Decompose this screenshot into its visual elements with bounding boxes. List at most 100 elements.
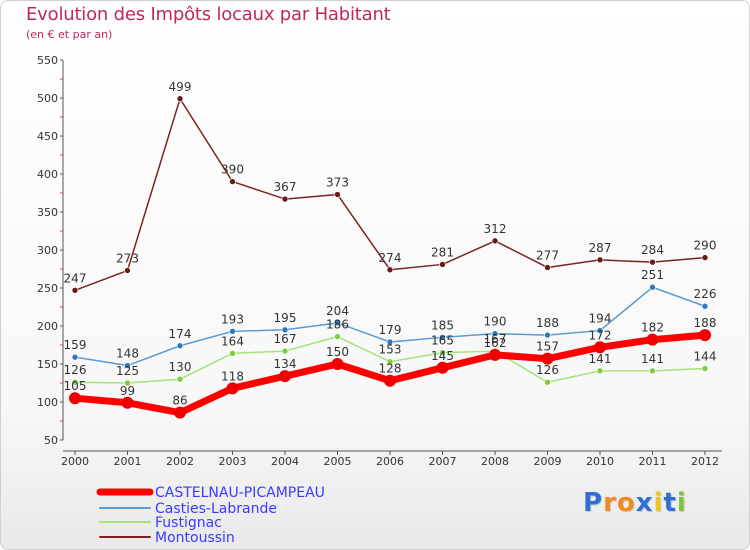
x-tick-label: 2000 bbox=[61, 455, 89, 468]
data-label-montoussin: 367 bbox=[274, 180, 297, 194]
x-tick-label: 2005 bbox=[324, 455, 352, 468]
data-point-montoussin bbox=[386, 266, 394, 274]
x-tick-label: 2009 bbox=[534, 455, 562, 468]
data-point-fustignac bbox=[649, 367, 656, 375]
logo-letter: o bbox=[616, 488, 636, 518]
data-label-montoussin: 312 bbox=[484, 222, 507, 236]
data-point-castelnau-picampeau bbox=[699, 329, 711, 342]
x-tick-label: 2003 bbox=[219, 455, 247, 468]
logo-letter: i bbox=[653, 488, 664, 518]
data-point-casties-labrande bbox=[281, 326, 289, 334]
data-label-casties-labrande: 190 bbox=[484, 315, 507, 329]
data-point-montoussin bbox=[649, 258, 656, 266]
x-tick-label: 2007 bbox=[429, 455, 457, 468]
data-label-fustignac: 167 bbox=[484, 332, 507, 346]
chart-subtitle: (en € et par an) bbox=[26, 28, 113, 41]
data-label-castelnau-picampeau: 188 bbox=[694, 316, 717, 330]
y-tick-label: 150 bbox=[37, 358, 58, 371]
data-label-castelnau-picampeau: 86 bbox=[172, 394, 187, 408]
data-point-fustignac bbox=[701, 365, 709, 372]
data-point-casties-labrande bbox=[176, 342, 184, 350]
data-label-castelnau-picampeau: 105 bbox=[64, 379, 87, 393]
data-label-castelnau-picampeau: 162 bbox=[484, 336, 507, 350]
data-point-castelnau-picampeau bbox=[594, 341, 606, 354]
data-label-fustignac: 126 bbox=[536, 363, 559, 377]
data-point-fustignac bbox=[439, 349, 446, 356]
x-tick-label: 2004 bbox=[271, 455, 299, 468]
data-label-castelnau-picampeau: 145 bbox=[431, 349, 454, 363]
x-tick-label: 2012 bbox=[691, 455, 719, 468]
data-point-castelnau-picampeau bbox=[489, 348, 501, 361]
data-point-castelnau-picampeau bbox=[226, 382, 239, 395]
data-label-casties-labrande: 185 bbox=[431, 318, 454, 332]
data-label-montoussin: 290 bbox=[694, 239, 717, 253]
data-point-castelnau-picampeau bbox=[174, 406, 186, 419]
data-label-castelnau-picampeau: 118 bbox=[221, 369, 244, 383]
data-point-fustignac bbox=[386, 358, 394, 366]
data-label-castelnau-picampeau: 99 bbox=[120, 384, 135, 398]
data-point-casties-labrande bbox=[71, 353, 79, 361]
data-label-castelnau-picampeau: 150 bbox=[326, 345, 349, 359]
data-label-casties-labrande: 226 bbox=[694, 287, 717, 301]
logo-letter: t bbox=[663, 488, 677, 518]
data-label-fustignac: 144 bbox=[694, 350, 717, 364]
y-tick-label: 50 bbox=[44, 434, 58, 447]
data-point-fustignac bbox=[596, 367, 604, 375]
data-point-castelnau-picampeau bbox=[331, 358, 344, 370]
data-label-montoussin: 273 bbox=[116, 252, 139, 266]
y-tick-label: 500 bbox=[37, 92, 58, 105]
data-point-casties-labrande bbox=[544, 331, 551, 339]
data-label-fustignac: 125 bbox=[116, 364, 139, 378]
data-point-montoussin bbox=[124, 267, 131, 274]
legend-label-fustignac: Fustignac bbox=[155, 515, 222, 531]
data-point-fustignac bbox=[334, 333, 341, 340]
data-point-casties-labrande bbox=[439, 334, 446, 341]
data-point-castelnau-picampeau bbox=[384, 374, 396, 387]
legend-label-castelnau-picampeau: CASTELNAU-PICAMPEAU bbox=[155, 485, 325, 501]
data-point-castelnau-picampeau bbox=[436, 361, 449, 374]
y-tick-label: 200 bbox=[37, 320, 58, 333]
data-point-casties-labrande bbox=[701, 302, 709, 310]
data-label-casties-labrande: 148 bbox=[116, 347, 139, 361]
data-label-montoussin: 281 bbox=[431, 245, 454, 259]
legend-label-montoussin: Montoussin bbox=[155, 530, 235, 546]
x-tick-label: 2001 bbox=[114, 455, 142, 468]
data-point-fustignac bbox=[176, 375, 184, 383]
data-label-fustignac: 130 bbox=[169, 360, 192, 374]
data-label-casties-labrande: 159 bbox=[64, 338, 87, 352]
data-label-montoussin: 390 bbox=[221, 163, 244, 177]
logo-letter: x bbox=[635, 488, 654, 518]
x-tick-label: 2008 bbox=[481, 455, 509, 468]
data-label-fustignac: 167 bbox=[274, 332, 297, 346]
data-point-fustignac bbox=[229, 350, 236, 357]
data-label-castelnau-picampeau: 134 bbox=[274, 357, 297, 371]
data-label-fustignac: 164 bbox=[221, 334, 244, 348]
y-tick-label: 100 bbox=[37, 396, 58, 409]
data-point-montoussin bbox=[439, 261, 446, 268]
data-point-casties-labrande bbox=[386, 338, 394, 346]
data-label-fustignac: 153 bbox=[379, 343, 402, 357]
y-tick-label: 300 bbox=[37, 244, 58, 257]
data-point-fustignac bbox=[281, 347, 289, 355]
data-label-casties-labrande: 251 bbox=[641, 268, 664, 282]
y-tick-label: 400 bbox=[37, 168, 58, 181]
data-label-montoussin: 499 bbox=[169, 80, 192, 94]
data-label-fustignac: 141 bbox=[641, 352, 664, 366]
data-label-castelnau-picampeau: 172 bbox=[589, 328, 612, 342]
legend-label-casties-labrande: Casties-Labrande bbox=[155, 501, 277, 517]
data-point-casties-labrande bbox=[491, 330, 499, 337]
x-tick-label: 2011 bbox=[639, 455, 667, 468]
data-point-castelnau-picampeau bbox=[279, 370, 291, 383]
data-label-fustignac: 126 bbox=[64, 363, 87, 377]
data-point-montoussin bbox=[701, 254, 709, 261]
data-label-montoussin: 277 bbox=[536, 248, 559, 262]
data-label-casties-labrande: 195 bbox=[274, 311, 297, 325]
data-point-castelnau-picampeau bbox=[541, 352, 554, 365]
logo-letter: P bbox=[583, 488, 604, 518]
logo-letter: i bbox=[676, 488, 687, 518]
data-label-fustignac: 141 bbox=[589, 352, 612, 366]
data-label-casties-labrande: 179 bbox=[379, 323, 402, 337]
chart-title: Evolution des Impôts locaux par Habitant bbox=[26, 4, 391, 25]
data-point-casties-labrande bbox=[334, 319, 341, 327]
